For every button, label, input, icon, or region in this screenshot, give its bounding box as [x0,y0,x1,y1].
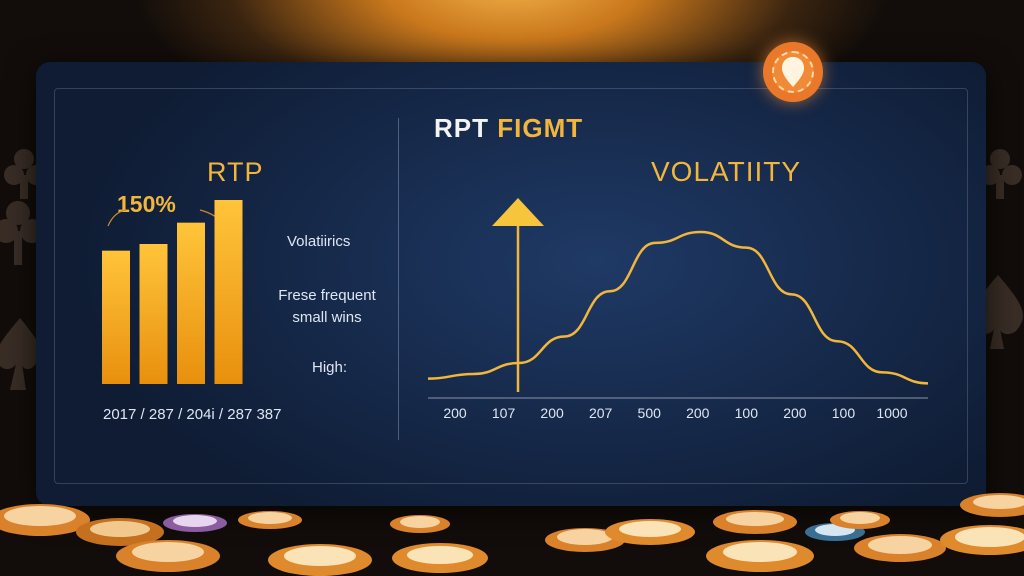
rtp-title: RTP [207,157,264,187]
volatility-title: VOLATIITY [651,156,802,187]
volatility-x-tick: 500 [638,405,662,421]
lightbulb-badge [763,42,823,102]
volatility-metrics-label: Volatiirics [287,233,351,250]
volatility-x-tick: 100 [832,405,856,421]
volatility-x-tick: 107 [492,405,516,421]
volatility-x-tick: 200 [783,405,807,421]
frequent-wins-label: Frese frequent small wins [278,287,376,326]
volatility-x-tick: 100 [735,405,759,421]
rtp-percent-label: 150% [117,191,176,217]
volatility-x-tick: 200 [540,405,564,421]
arrow-up-icon [492,198,544,226]
percent-arrow-left [107,209,127,227]
volatility-x-tick: 200 [686,405,710,421]
rtp-bars [102,200,243,384]
volatility-x-tick: 1000 [876,405,907,421]
rtp-bar [214,200,243,384]
rtp-bar [102,250,130,384]
rtp-bar [139,244,168,384]
bar-tick-labels: 2017 / 287 / 204i / 287 387 [103,406,282,423]
poker-chip-icon [0,493,1024,576]
volatility-x-tick: 207 [589,405,613,421]
section-divider [398,118,399,440]
volatility-x-ticks: 200 107 200 207 500 200 100 200 100 1000 [443,405,907,421]
panel-inner-frame [54,88,968,484]
volatility-curve-group [427,198,929,392]
high-label: High: [312,359,348,376]
rtp-bar [177,222,205,384]
main-title-part2: FIGMT [497,113,584,143]
poker-chips [0,493,1024,576]
main-title: RPT FIGMT [434,113,583,144]
main-title-part1: RPT [434,113,489,143]
spade-icon [0,318,41,390]
lightbulb-icon [782,57,804,87]
volatility-x-tick: 200 [443,405,467,421]
volatility-curve [427,230,929,385]
